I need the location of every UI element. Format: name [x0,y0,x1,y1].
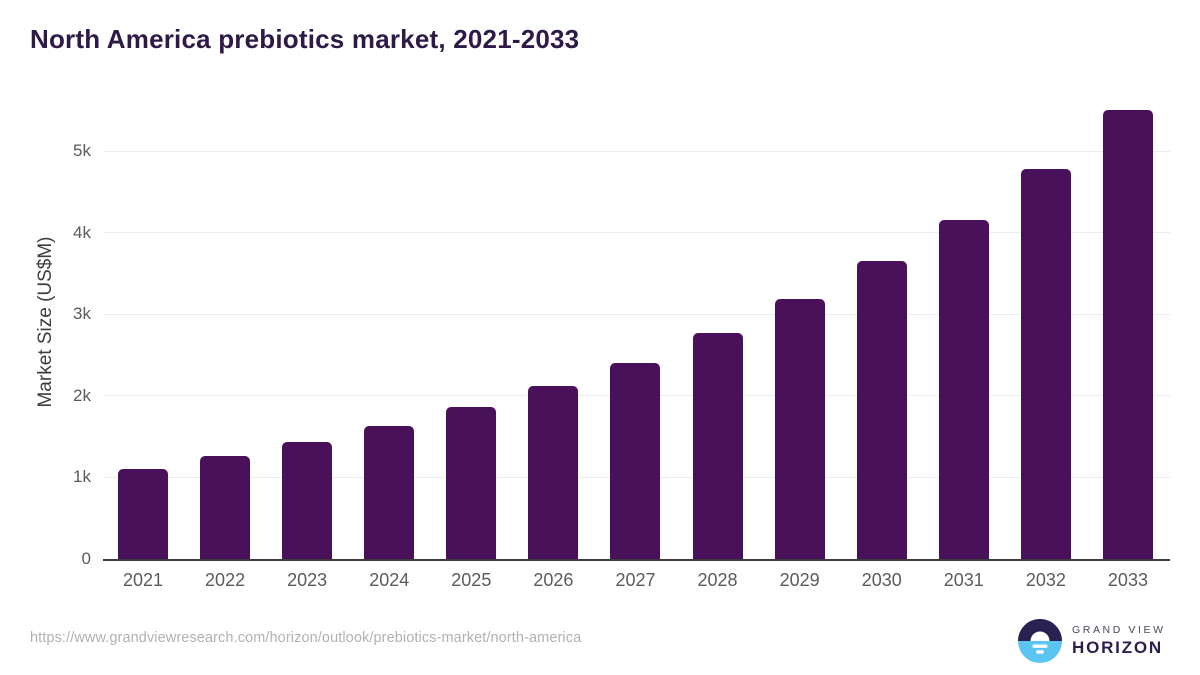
x-tick-label: 2024 [369,570,410,590]
horizon-sunrise-icon [1018,619,1062,663]
x-tick-label: 2023 [287,570,328,590]
gridline [103,150,1170,152]
bar-2027[interactable] [610,362,661,559]
x-tick-label: 2028 [697,570,738,590]
brand-logo: GRAND VIEW HORIZON [1018,619,1166,663]
bar-2022[interactable] [200,456,251,559]
x-tick-label: 2025 [451,570,492,590]
bar-2025[interactable] [446,407,497,559]
x-tick-label: 2026 [533,570,574,590]
bar-2021[interactable] [118,469,168,559]
brand-name-bottom: HORIZON [1072,638,1163,657]
bar-2023[interactable] [282,441,333,559]
x-tick-label: 2030 [861,570,902,590]
x-tick-label: 2027 [615,570,656,590]
x-tick-label: 2021 [122,570,164,590]
x-tick-label: 2031 [943,570,984,590]
y-tick-label: 5k [73,141,91,160]
x-tick-label: 2033 [1107,570,1148,590]
bar-2031[interactable] [938,219,989,559]
bar-2026[interactable] [528,386,579,559]
gridline [103,313,1170,315]
bar-2028[interactable] [692,332,743,559]
gridline [103,232,1170,234]
x-tick-label: 2022 [205,570,246,590]
brand-logo-text: GRAND VIEW HORIZON [1072,624,1166,658]
bar-2024[interactable] [364,426,415,559]
bar-2033[interactable] [1102,110,1153,559]
chart-title: North America prebiotics market, 2021-20… [30,24,580,54]
x-tick-label: 2032 [1025,570,1066,590]
brand-name-top: GRAND VIEW [1072,624,1166,636]
y-tick-label: 2k [73,385,91,405]
y-tick-label: 1k [73,467,91,487]
bar-2030[interactable] [856,261,907,559]
y-tick-label: 4k [73,222,91,242]
x-axis-labels: 2021 2022 2023 2024 2025 2026 2027 2028 2029 2030… [103,570,1170,600]
y-tick-label: 0 [81,549,91,568]
bar-2029[interactable] [774,298,825,559]
source-url: https://www.grandviewresearch.com/horizo… [30,630,582,646]
bar-2032[interactable] [1020,168,1071,559]
x-tick-label: 2029 [779,570,820,590]
y-tick-label: 3k [73,304,91,324]
plot-area: 0 1k 2k 3k 4k 5k [73,85,1170,568]
